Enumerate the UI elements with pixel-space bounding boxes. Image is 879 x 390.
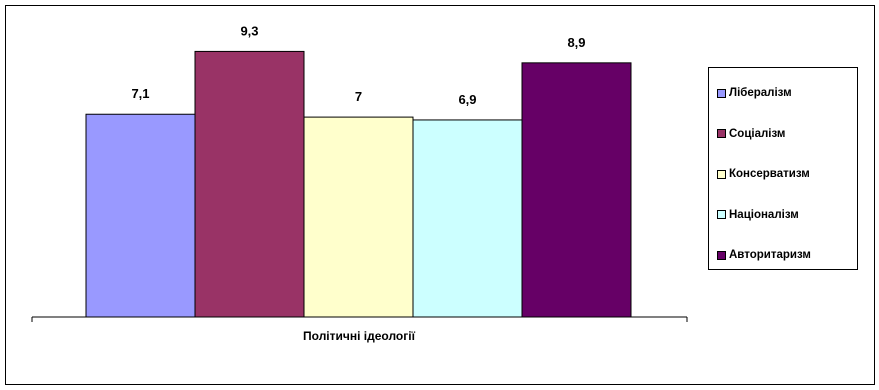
bar-1 xyxy=(85,113,196,318)
data-labels-group: 7,1 9,3 7 6,9 8,9 xyxy=(131,23,585,107)
legend-swatch-4 xyxy=(717,210,726,219)
legend-swatch-3 xyxy=(717,169,726,179)
x-axis-title: Політичні ідеології xyxy=(303,329,416,343)
legend-swatch-2 xyxy=(717,129,726,138)
legend: Лібералізм Соціалізм Консерватизм Націоналі… xyxy=(708,67,858,270)
bar-3 xyxy=(303,116,414,318)
data-label-3: 7 xyxy=(355,89,362,104)
legend-swatch-1 xyxy=(717,88,726,98)
data-label-5: 8,9 xyxy=(567,35,585,50)
legend-swatch-5 xyxy=(717,250,726,260)
legend-item-2: Соціалізм xyxy=(717,127,785,141)
legend-label-5: Авторитаризм xyxy=(729,249,811,261)
bar-2 xyxy=(194,50,305,318)
x-axis xyxy=(31,316,688,322)
data-label-4: 6,9 xyxy=(458,92,476,107)
bars-group xyxy=(85,50,632,318)
legend-label-3: Консерватизм xyxy=(729,168,810,180)
bar-5 xyxy=(521,62,632,318)
legend-item-5: Авторитаризм xyxy=(717,248,811,262)
data-label-1: 7,1 xyxy=(131,86,149,101)
bar-4 xyxy=(412,119,523,318)
legend-item-4: Націоналізм xyxy=(717,208,799,222)
legend-item-1: Лібералізм xyxy=(717,86,792,100)
data-label-2: 9,3 xyxy=(240,23,258,38)
legend-label-4: Націоналізм xyxy=(729,208,799,221)
legend-label-1: Лібералізм xyxy=(729,87,792,99)
legend-label-2: Соціалізм xyxy=(729,127,786,140)
legend-item-3: Консерватизм xyxy=(717,167,810,181)
